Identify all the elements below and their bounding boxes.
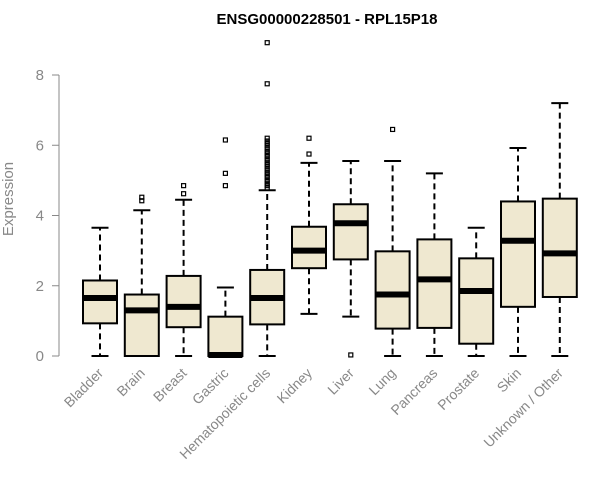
box-group [123, 194, 160, 357]
plot-area [82, 40, 578, 358]
box-group [374, 126, 411, 357]
outlier-point [264, 177, 270, 183]
category-label: Liver [324, 365, 357, 398]
outlier-point [222, 183, 228, 189]
box-group [416, 172, 453, 357]
box-group [332, 160, 369, 358]
box-group [541, 102, 578, 357]
outlier-point [306, 151, 312, 157]
outlier-point [264, 81, 270, 87]
y-tick-label: 8 [36, 67, 44, 84]
box-group [500, 147, 536, 357]
outlier-point [264, 40, 270, 46]
box-iqr [374, 250, 411, 330]
box-iqr [291, 225, 327, 270]
outlier-point [181, 191, 187, 197]
outlier-point [222, 170, 228, 176]
box-iqr [82, 279, 118, 325]
y-axis-label: Expression [0, 162, 17, 236]
box-iqr [123, 293, 160, 357]
box-iqr [458, 257, 495, 345]
box-group [207, 137, 244, 358]
category-label: Kidney [274, 365, 316, 407]
outlier-point [264, 148, 270, 155]
outlier-point [306, 135, 312, 141]
box-iqr [165, 274, 202, 329]
y-tick-label: 0 [36, 348, 44, 365]
outlier-point [181, 183, 187, 189]
y-tick-label: 4 [36, 208, 44, 225]
box-iqr [207, 315, 244, 358]
box-group [165, 183, 202, 357]
outlier-point [264, 159, 270, 165]
outlier-point [264, 167, 270, 173]
outlier-point [390, 126, 396, 133]
box-group [82, 226, 118, 357]
y-tick-label: 2 [36, 278, 44, 295]
chart-title: ENSG00000228501 - RPL15P18 [217, 11, 438, 28]
y-axis: 0 2 4 6 8 [36, 67, 60, 365]
outlier-point [264, 180, 270, 186]
box-iqr [500, 200, 536, 308]
category-label: Prostate [434, 365, 482, 413]
category-label: Unknown / Other [480, 365, 566, 451]
category-label: Bladder [61, 365, 107, 411]
category-label: Brain [113, 365, 147, 399]
outlier-point [348, 352, 354, 358]
outlier-point [264, 135, 270, 141]
y-tick-label: 6 [36, 137, 44, 154]
outlier-point [222, 137, 228, 143]
outlier-point [139, 194, 145, 200]
outlier-point [264, 146, 270, 152]
category-label: Lung [365, 365, 398, 398]
box-iqr [541, 197, 578, 298]
box-group [291, 135, 327, 315]
box-iqr [332, 203, 369, 261]
category-label: Breast [150, 365, 190, 405]
box-group [458, 226, 495, 357]
outlier-point [264, 138, 270, 144]
category-label: Skin [494, 365, 525, 396]
box-iqr [416, 238, 453, 329]
outlier-point [264, 170, 270, 176]
box-group [249, 40, 286, 357]
outlier-point [264, 156, 270, 162]
